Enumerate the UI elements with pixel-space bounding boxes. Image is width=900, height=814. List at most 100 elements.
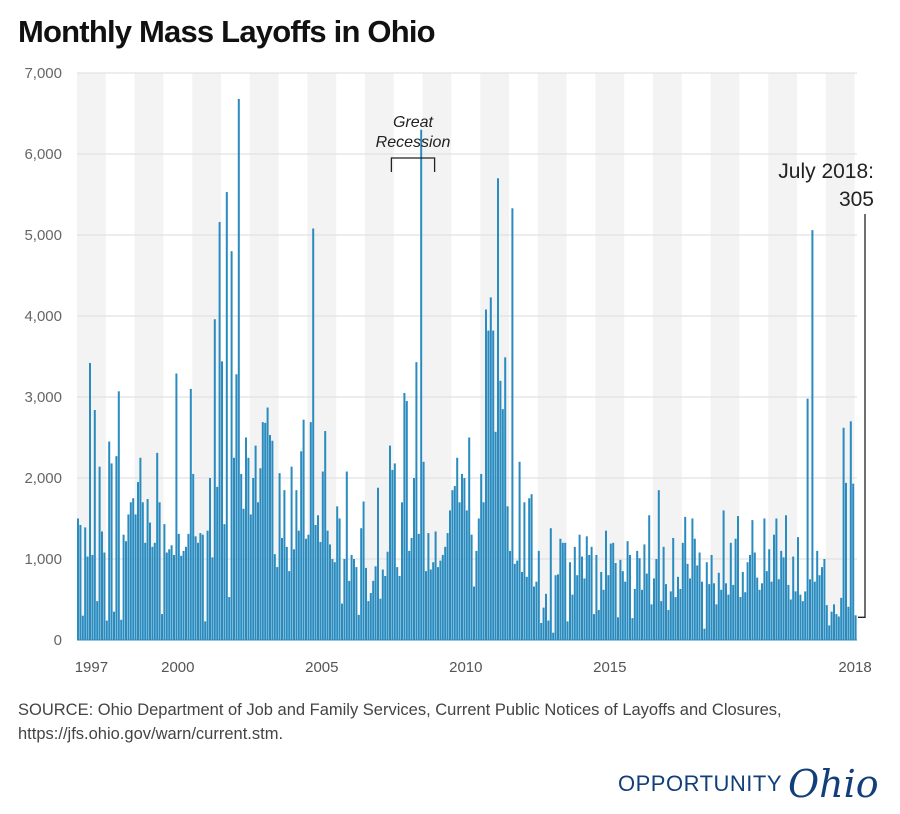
bar [624,581,627,640]
bar [192,473,195,640]
bar [655,559,658,640]
bar [530,494,533,640]
bar [281,537,283,640]
bar [158,502,161,640]
bar [535,581,538,640]
bar [681,542,684,640]
bar [799,594,802,640]
bar [129,502,132,640]
bar [576,575,579,640]
bar [96,601,99,640]
bar [626,541,629,640]
bar [638,558,641,640]
bar [528,498,531,640]
bar [751,520,754,640]
bar [312,228,315,640]
bar [684,516,687,640]
bar [564,542,567,640]
bar [300,451,303,640]
bar [235,374,238,640]
bar [463,478,466,640]
bar [648,515,651,640]
bar [775,518,778,640]
bar [785,515,787,640]
x-tick-label: 2015 [593,659,626,676]
bar [384,576,387,640]
bar [549,528,552,640]
bar [705,562,708,640]
bar [456,457,459,640]
bar [77,518,79,640]
bar [401,502,403,640]
bar [264,422,267,640]
bar [849,421,852,640]
x-axis: 1997 2000 2005 2010 2015 2018 [75,659,872,676]
bar [141,502,144,640]
bar [134,514,137,640]
bar [175,373,178,640]
bar [569,562,571,640]
source-line-1: SOURCE: Ohio Department of Job and Famil… [18,701,782,719]
bar [605,530,607,640]
bar [722,510,725,640]
bar [297,530,300,640]
bar [537,550,540,640]
y-tick-label: 5,000 [24,227,62,244]
bar [321,471,324,640]
bar [643,544,646,640]
bar [122,534,125,640]
bar [365,567,367,640]
bar [91,554,94,640]
x-tick-label: 2010 [449,659,482,676]
bar [557,574,559,640]
bar [360,528,363,640]
bar [789,599,792,640]
bar [295,490,298,640]
bar [156,452,159,640]
recession-label-line1: Great [393,114,434,131]
bar [571,594,574,640]
year-band [653,73,682,640]
bar [271,440,274,640]
opportunity-ohio-logo: OPPORTUNITY Ohio [618,762,879,806]
bar [317,515,319,640]
bar [389,445,391,640]
bar [302,419,305,640]
bar [691,518,694,640]
bar [473,586,475,640]
bar [367,601,370,640]
bar [331,559,334,640]
bar [168,549,171,640]
bar [693,538,696,640]
bar [825,605,828,640]
chart: 0 1,000 2,000 3,000 4,000 5,000 6,000 7,000 199… [24,65,874,676]
bar [326,530,329,640]
bar [487,330,490,640]
bar [773,534,775,640]
bar [254,445,257,640]
bar [266,407,269,640]
bar [588,554,591,640]
bar [717,572,720,640]
bar [237,98,240,641]
bar [761,583,763,640]
bar [139,457,142,640]
bar [621,571,624,640]
bar [221,361,223,640]
bar [314,524,317,640]
bar [585,536,588,640]
bar [374,566,377,640]
bar [120,619,123,640]
bar [749,554,751,640]
bar [240,473,243,640]
bar [324,431,327,640]
bar [348,580,351,640]
bar [741,571,744,640]
bar [674,597,677,640]
bar [427,533,430,640]
bar [696,565,699,640]
bar [338,518,341,640]
bar [698,552,701,640]
bar [744,592,747,640]
bar [110,463,113,640]
